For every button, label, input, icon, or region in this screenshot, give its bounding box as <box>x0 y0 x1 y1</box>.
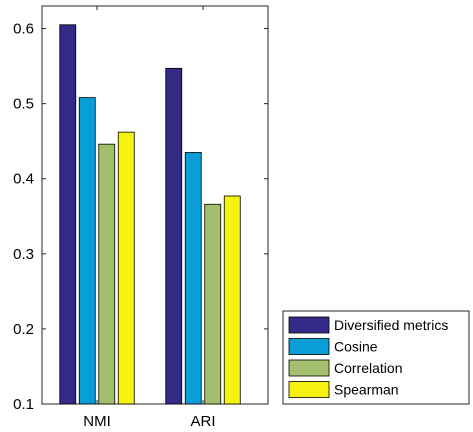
x-axis-ticks: NMI ARI <box>83 6 216 430</box>
y-axis-ticks: 0.1 0.2 0.3 0.4 0.5 0.6 <box>13 21 268 413</box>
legend: Diversified metrics Cosine Correlation Spea… <box>282 310 470 405</box>
bar-correlation-nmi <box>98 143 116 405</box>
legend-label: Spearman <box>334 382 399 398</box>
y-tick-label: 0.4 <box>13 171 34 188</box>
legend-label: Diversified metrics <box>334 317 448 333</box>
legend-swatch <box>288 338 330 355</box>
legend-label: Cosine <box>334 339 378 355</box>
y-tick-label: 0.3 <box>13 246 34 263</box>
y-tick-label: 0.2 <box>13 321 34 338</box>
bar-diversified-metrics-ari <box>165 67 183 405</box>
x-tick-label: ARI <box>190 413 215 430</box>
y-tick-label: 0.5 <box>13 96 34 113</box>
bars <box>59 24 241 405</box>
legend-swatch <box>288 381 330 398</box>
y-tick-label: 0.1 <box>13 396 34 413</box>
bar-spearman-ari <box>223 195 241 405</box>
bar-diversified-metrics-nmi <box>59 24 77 405</box>
bar-correlation-ari <box>204 203 222 405</box>
y-tick-label: 0.6 <box>13 21 34 38</box>
legend-label: Correlation <box>334 360 402 376</box>
x-tick-label: NMI <box>83 413 111 430</box>
bar-spearman-nmi <box>117 131 135 405</box>
legend-swatch <box>288 316 330 334</box>
bar-cosine-ari <box>184 152 202 405</box>
legend-swatch <box>288 359 330 377</box>
bar-cosine-nmi <box>78 97 96 405</box>
